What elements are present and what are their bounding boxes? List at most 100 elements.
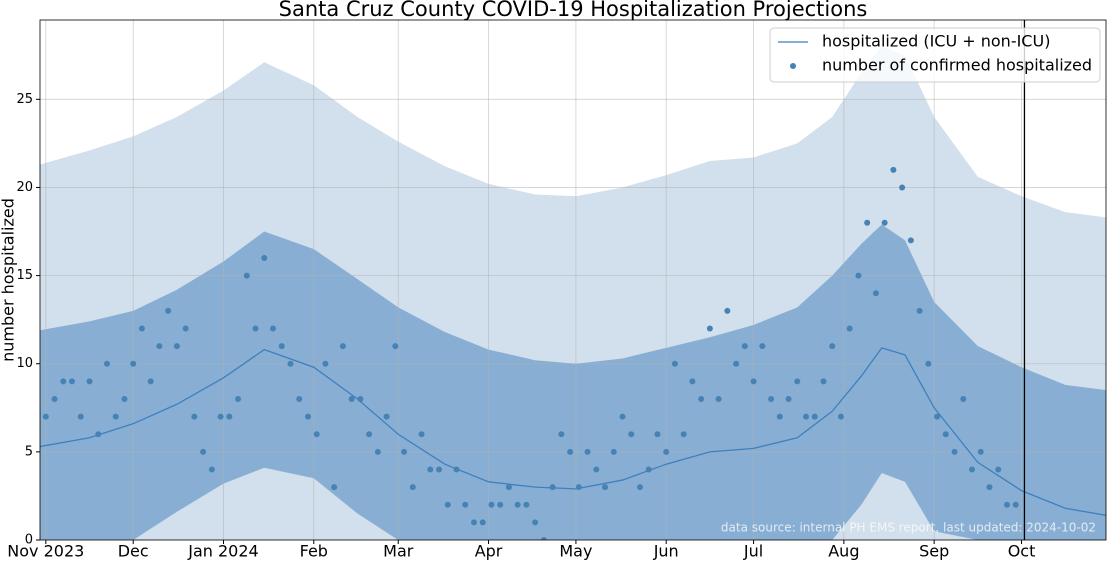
data-point (977, 448, 984, 455)
data-point (619, 413, 626, 420)
data-point (392, 343, 399, 350)
data-point (418, 431, 425, 438)
data-point (444, 501, 451, 508)
data-point (803, 413, 810, 420)
data-point (671, 360, 678, 367)
data-point (366, 431, 373, 438)
data-point (488, 501, 495, 508)
data-point (235, 395, 242, 402)
data-point (173, 343, 180, 350)
data-point (69, 378, 76, 385)
data-point (348, 395, 355, 402)
data-point (855, 272, 862, 279)
data-point (374, 448, 381, 455)
data-point (156, 343, 163, 350)
data-point (138, 325, 145, 332)
data-point (121, 395, 128, 402)
data-point (296, 395, 303, 402)
data-point (558, 431, 565, 438)
data-point (409, 484, 416, 491)
data-point (191, 413, 198, 420)
data-point (226, 413, 233, 420)
data-point (479, 519, 486, 526)
data-point (103, 360, 110, 367)
data-point (112, 413, 119, 420)
data-point (645, 466, 652, 473)
data-point (401, 448, 408, 455)
plot-frame (39, 19, 1107, 541)
data-point (960, 395, 967, 402)
data-point (942, 431, 949, 438)
data-point (890, 166, 897, 173)
data-point (768, 395, 775, 402)
y-tick-label: 20 (16, 180, 33, 195)
data-point (628, 431, 635, 438)
data-point (453, 466, 460, 473)
data-point (872, 290, 879, 297)
legend: hospitalized (ICU + non-ICU) number of co… (769, 27, 1101, 83)
data-point (584, 448, 591, 455)
data-point (934, 413, 941, 420)
data-point (217, 413, 224, 420)
data-point (357, 395, 364, 402)
data-point (986, 484, 993, 491)
data-point (759, 343, 766, 350)
data-point (339, 343, 346, 350)
data-point (636, 484, 643, 491)
data-point (724, 307, 731, 314)
data-point (86, 378, 93, 385)
data-point (436, 466, 443, 473)
data-point (811, 413, 818, 420)
data-point (741, 343, 748, 350)
data-point (829, 343, 836, 350)
data-point (462, 501, 469, 508)
data-point (200, 448, 207, 455)
data-point (916, 307, 923, 314)
data-point (899, 184, 906, 191)
data-point (470, 519, 477, 526)
y-tick-label: 5 (25, 444, 33, 459)
data-point (733, 360, 740, 367)
data-point (1003, 501, 1010, 508)
legend-swatch (790, 63, 796, 69)
x-tick-label: May (559, 542, 592, 561)
data-source-note: data source: internal PH EMS report, las… (721, 521, 1096, 535)
data-point (663, 448, 670, 455)
data-point (505, 484, 512, 491)
data-point (270, 325, 277, 332)
data-point (864, 219, 871, 226)
legend-label: hospitalized (ICU + non-ICU) (822, 32, 1050, 51)
data-point (1012, 501, 1019, 508)
data-point (165, 307, 172, 314)
data-point (147, 378, 154, 385)
data-point (925, 360, 932, 367)
x-tick-label: Nov 2023 (7, 542, 84, 561)
data-point (313, 431, 320, 438)
data-point (540, 537, 547, 540)
data-point (680, 431, 687, 438)
data-point (706, 325, 713, 332)
data-point (278, 343, 285, 350)
data-point (750, 378, 757, 385)
data-point (60, 378, 67, 385)
data-point (497, 501, 504, 508)
data-point (567, 448, 574, 455)
data-point (514, 501, 521, 508)
x-tick-label: Oct (1008, 542, 1036, 561)
data-point (881, 219, 888, 226)
data-point (243, 272, 250, 279)
x-tick-label: Dec (118, 542, 149, 561)
data-point (593, 466, 600, 473)
x-tick-label: Jun (653, 542, 679, 561)
confidence-band (40, 224, 1106, 540)
data-point (610, 448, 617, 455)
data-point (995, 466, 1002, 473)
y-axis-label: number hospitalized (0, 198, 18, 362)
data-point (77, 413, 84, 420)
data-point (698, 395, 705, 402)
x-tick-label: Aug (828, 542, 859, 561)
data-point (689, 378, 696, 385)
data-point (837, 413, 844, 420)
data-point (715, 395, 722, 402)
data-point (523, 501, 530, 508)
